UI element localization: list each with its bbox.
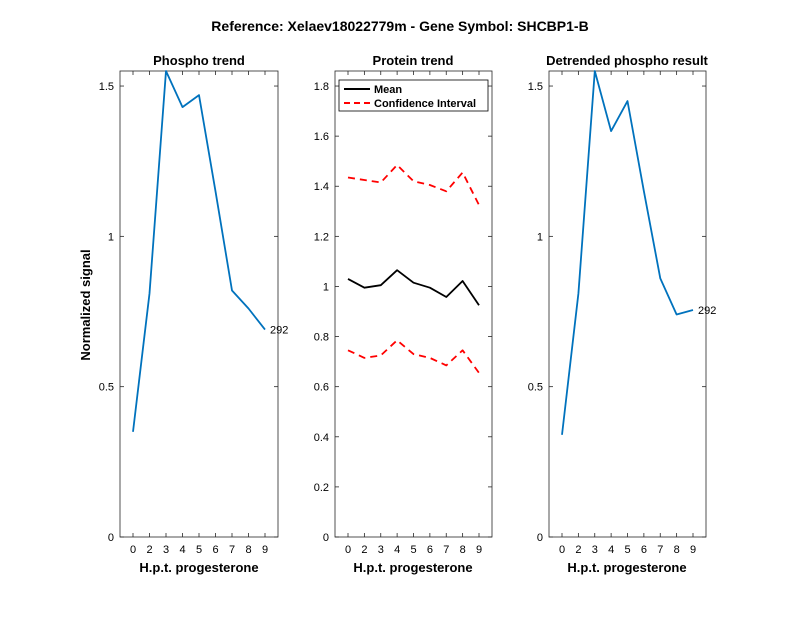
detrended-phospho-panel: Detrended phospho result 00.511.50 2 3 4 5 6 7… <box>528 53 717 575</box>
x-tick-label: 3 <box>378 544 384 556</box>
y-tick-label: 0 <box>537 532 543 544</box>
y-tick-label: 1.6 <box>314 131 329 143</box>
legend: Mean Confidence Interval <box>338 79 489 112</box>
protein-trend-panel: Protein trend 0 0.2 0.4 0.6 0.8 1 1.2 1.4 1.6 1.8… <box>314 53 493 575</box>
x-tick-label: 5 <box>196 544 202 556</box>
series-line-0 <box>347 269 480 306</box>
axes-box <box>119 70 279 538</box>
x-tick-label: 3 <box>163 544 169 556</box>
y-tick-label: 0.6 <box>314 382 329 394</box>
series-line-1 <box>347 164 480 206</box>
x-tick-label: 2 <box>146 544 152 556</box>
x-tick-label: 6 <box>641 544 647 556</box>
x-tick-label: 0 <box>130 544 136 556</box>
axes-box <box>548 70 707 538</box>
legend-box <box>338 79 489 112</box>
y-tick-label: 0.5 <box>528 382 543 394</box>
x-tick-label: 6 <box>427 544 433 556</box>
data-annotation: 292 <box>270 325 288 337</box>
legend-label-mean: Mean <box>374 84 402 96</box>
plot-area: 00.20.40.60.811.21.41.61.80 2 3 4 5 6 7 8 9 <box>314 70 493 556</box>
legend-label-ci: Confidence Interval <box>374 98 476 110</box>
x-axis-label: H.p.t. progesterone <box>139 560 258 575</box>
x-tick-label: 0 <box>559 544 565 556</box>
x-tick-label: 4 <box>608 544 614 556</box>
y-tick-label: 0 <box>323 532 329 544</box>
y-tick-label: 0.4 <box>314 432 329 444</box>
x-tick-label: 7 <box>229 544 235 556</box>
x-tick-label: 7 <box>443 544 449 556</box>
x-tick-label: 3 <box>592 544 598 556</box>
x-tick-label: 9 <box>262 544 268 556</box>
x-tick-label: 6 <box>212 544 218 556</box>
x-tick-label: 5 <box>624 544 630 556</box>
y-tick-label: 0.5 <box>99 382 114 394</box>
x-tick-label: 7 <box>657 544 663 556</box>
y-axis-label: Normalized signal <box>78 249 93 360</box>
panel-title: Phospho trend <box>153 53 245 68</box>
y-tick-label: 1.4 <box>314 181 329 193</box>
x-axis-label: H.p.t. progesterone <box>567 560 686 575</box>
x-tick-label: 9 <box>476 544 482 556</box>
panel-title: Protein trend <box>373 53 454 68</box>
x-tick-label: 2 <box>361 544 367 556</box>
series-line-2 <box>347 339 480 374</box>
y-tick-label: 1.2 <box>314 231 329 243</box>
x-tick-label: 8 <box>460 544 466 556</box>
panel-title: Detrended phospho result <box>546 53 708 68</box>
y-tick-label: 1 <box>323 281 329 293</box>
y-tick-label: 1 <box>108 231 114 243</box>
figure-title: Reference: Xelaev18022779m - Gene Symbol… <box>211 18 588 34</box>
y-tick-label: 0 <box>108 532 114 544</box>
y-tick-label: 0.8 <box>314 332 329 344</box>
series-line-0 <box>561 70 694 435</box>
x-tick-label: 4 <box>394 544 400 556</box>
x-tick-label: 2 <box>575 544 581 556</box>
x-tick-label: 9 <box>690 544 696 556</box>
y-tick-label: 0.2 <box>314 482 329 494</box>
x-tick-label: 4 <box>179 544 185 556</box>
data-annotation: 292 <box>698 305 716 317</box>
x-tick-label: 0 <box>345 544 351 556</box>
x-tick-label: 5 <box>410 544 416 556</box>
x-tick-label: 8 <box>245 544 251 556</box>
y-tick-label: 1.5 <box>99 81 114 93</box>
series-line-0 <box>132 70 266 432</box>
x-axis-label: H.p.t. progesterone <box>353 560 472 575</box>
y-tick-label: 1 <box>537 231 543 243</box>
y-tick-label: 1.8 <box>314 81 329 93</box>
x-tick-label: 8 <box>674 544 680 556</box>
axes-box <box>334 70 493 538</box>
y-tick-label: 1.5 <box>528 81 543 93</box>
